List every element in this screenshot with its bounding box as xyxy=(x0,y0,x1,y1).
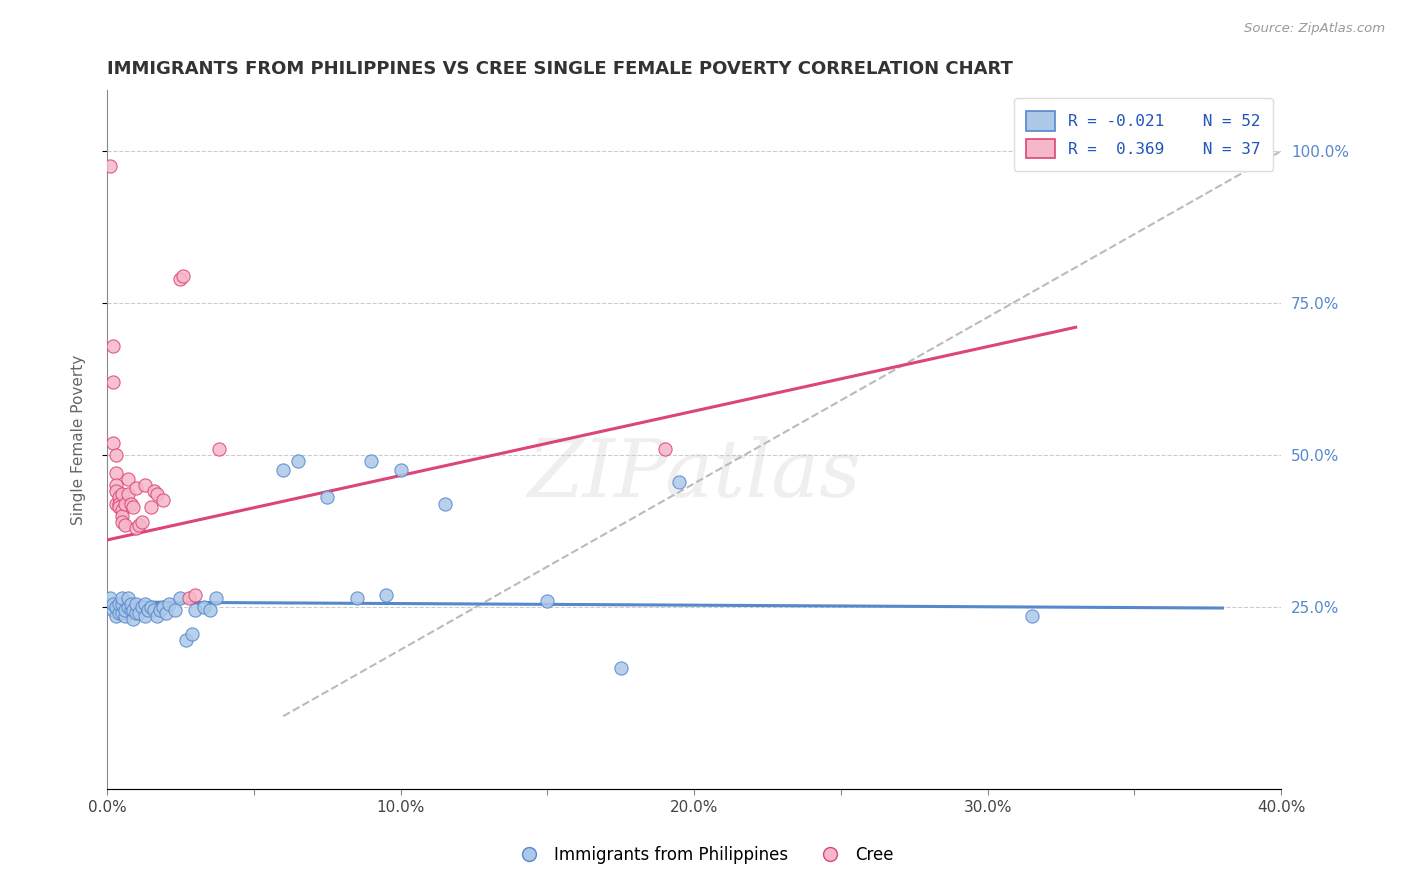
Point xyxy=(316,491,339,505)
Point xyxy=(193,599,215,614)
Point xyxy=(169,271,191,285)
Point xyxy=(111,515,134,529)
Point xyxy=(139,599,162,614)
Point xyxy=(433,496,456,510)
Point xyxy=(157,597,180,611)
Point xyxy=(149,603,172,617)
Point xyxy=(155,606,177,620)
Point xyxy=(181,627,204,641)
Point xyxy=(389,463,412,477)
Point xyxy=(114,517,136,532)
Point xyxy=(134,597,156,611)
Point xyxy=(609,660,631,674)
Point xyxy=(184,603,207,617)
Point xyxy=(163,603,186,617)
Point xyxy=(287,454,309,468)
Point xyxy=(143,603,166,617)
Point xyxy=(111,487,134,501)
Point xyxy=(139,500,162,514)
Point xyxy=(108,597,131,611)
Point xyxy=(111,597,134,611)
Point xyxy=(122,603,145,617)
Legend: Immigrants from Philippines, Cree: Immigrants from Philippines, Cree xyxy=(506,839,900,871)
Point xyxy=(152,493,174,508)
Point xyxy=(104,478,127,492)
Point xyxy=(136,603,159,617)
Point xyxy=(176,633,198,648)
Point xyxy=(122,500,145,514)
Point xyxy=(101,435,124,450)
Text: IMMIGRANTS FROM PHILIPPINES VS CREE SINGLE FEMALE POVERTY CORRELATION CHART: IMMIGRANTS FROM PHILIPPINES VS CREE SING… xyxy=(107,60,1012,78)
Point xyxy=(204,591,226,605)
Point xyxy=(101,597,124,611)
Point xyxy=(207,442,229,456)
Point xyxy=(108,491,131,505)
Point xyxy=(143,484,166,499)
Point xyxy=(152,599,174,614)
Y-axis label: Single Female Poverty: Single Female Poverty xyxy=(72,355,86,524)
Point xyxy=(122,612,145,626)
Point xyxy=(117,591,139,605)
Point xyxy=(101,375,124,389)
Point xyxy=(111,606,134,620)
Point xyxy=(104,466,127,480)
Point xyxy=(1021,609,1043,624)
Point xyxy=(125,597,148,611)
Point xyxy=(108,500,131,514)
Point xyxy=(104,496,127,510)
Legend: R = -0.021    N = 52, R =  0.369    N = 37: R = -0.021 N = 52, R = 0.369 N = 37 xyxy=(1014,98,1272,170)
Point xyxy=(134,478,156,492)
Point xyxy=(108,606,131,620)
Point xyxy=(120,496,142,510)
Point xyxy=(172,268,194,283)
Text: ZIPatlas: ZIPatlas xyxy=(527,436,860,514)
Point xyxy=(131,515,153,529)
Point xyxy=(134,609,156,624)
Point xyxy=(111,591,134,605)
Point xyxy=(146,487,169,501)
Point xyxy=(114,496,136,510)
Point xyxy=(104,599,127,614)
Point xyxy=(654,442,676,456)
Point xyxy=(128,606,150,620)
Point xyxy=(104,609,127,624)
Point xyxy=(374,588,396,602)
Point xyxy=(128,517,150,532)
Point xyxy=(179,591,201,605)
Text: Source: ZipAtlas.com: Source: ZipAtlas.com xyxy=(1244,22,1385,36)
Point xyxy=(114,603,136,617)
Point xyxy=(101,338,124,352)
Point xyxy=(346,591,368,605)
Point xyxy=(271,463,294,477)
Point xyxy=(104,484,127,499)
Point xyxy=(120,603,142,617)
Point xyxy=(125,521,148,535)
Point xyxy=(111,508,134,523)
Point xyxy=(169,591,191,605)
Point xyxy=(668,475,690,490)
Point xyxy=(120,597,142,611)
Point xyxy=(117,487,139,501)
Point xyxy=(111,502,134,516)
Point xyxy=(146,609,169,624)
Point xyxy=(184,588,207,602)
Point xyxy=(131,599,153,614)
Point xyxy=(117,599,139,614)
Point xyxy=(125,606,148,620)
Point xyxy=(125,481,148,495)
Point xyxy=(114,609,136,624)
Point xyxy=(98,159,121,173)
Point xyxy=(198,603,221,617)
Point xyxy=(360,454,382,468)
Point xyxy=(104,448,127,462)
Point xyxy=(117,472,139,486)
Point xyxy=(98,591,121,605)
Point xyxy=(101,603,124,617)
Point xyxy=(108,496,131,510)
Point xyxy=(536,593,558,607)
